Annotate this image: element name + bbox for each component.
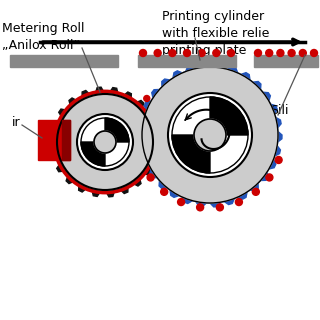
- Circle shape: [183, 50, 190, 57]
- Circle shape: [169, 50, 176, 57]
- Bar: [10, 55, 118, 67]
- Circle shape: [299, 50, 306, 57]
- Circle shape: [144, 95, 150, 101]
- Circle shape: [94, 131, 116, 153]
- Circle shape: [142, 67, 278, 203]
- Circle shape: [134, 126, 140, 132]
- Circle shape: [194, 119, 226, 151]
- Text: Sili: Sili: [270, 103, 289, 116]
- Circle shape: [236, 198, 243, 205]
- Circle shape: [77, 114, 133, 170]
- Circle shape: [198, 50, 205, 57]
- Text: Printing cylinder
with flexible relie
printing plate: Printing cylinder with flexible relie pr…: [162, 10, 269, 57]
- Polygon shape: [50, 87, 160, 197]
- Circle shape: [277, 50, 284, 57]
- Circle shape: [266, 174, 273, 181]
- Circle shape: [137, 110, 143, 116]
- Bar: [254, 55, 318, 67]
- Text: Metering Roll
„Anilox Roll“: Metering Roll „Anilox Roll“: [2, 22, 84, 52]
- Bar: [138, 55, 236, 67]
- Circle shape: [213, 50, 220, 57]
- Circle shape: [275, 156, 282, 164]
- Circle shape: [288, 50, 295, 57]
- Circle shape: [168, 93, 252, 177]
- Circle shape: [139, 157, 144, 163]
- Wedge shape: [172, 135, 210, 173]
- Circle shape: [161, 188, 168, 195]
- Circle shape: [178, 198, 185, 205]
- Circle shape: [310, 50, 317, 57]
- Bar: [62, 120, 70, 160]
- Circle shape: [196, 204, 204, 211]
- Circle shape: [135, 141, 140, 148]
- Circle shape: [147, 174, 154, 181]
- Wedge shape: [81, 142, 105, 166]
- Circle shape: [138, 156, 145, 164]
- Circle shape: [254, 50, 261, 57]
- Circle shape: [140, 50, 147, 57]
- Polygon shape: [138, 63, 282, 207]
- Circle shape: [266, 50, 273, 57]
- Wedge shape: [210, 97, 248, 135]
- Text: ir: ir: [12, 116, 20, 129]
- Circle shape: [57, 94, 153, 190]
- Wedge shape: [105, 118, 129, 142]
- Bar: [38, 120, 70, 160]
- Circle shape: [216, 204, 223, 211]
- Circle shape: [228, 50, 235, 57]
- Circle shape: [154, 50, 161, 57]
- Circle shape: [252, 188, 259, 195]
